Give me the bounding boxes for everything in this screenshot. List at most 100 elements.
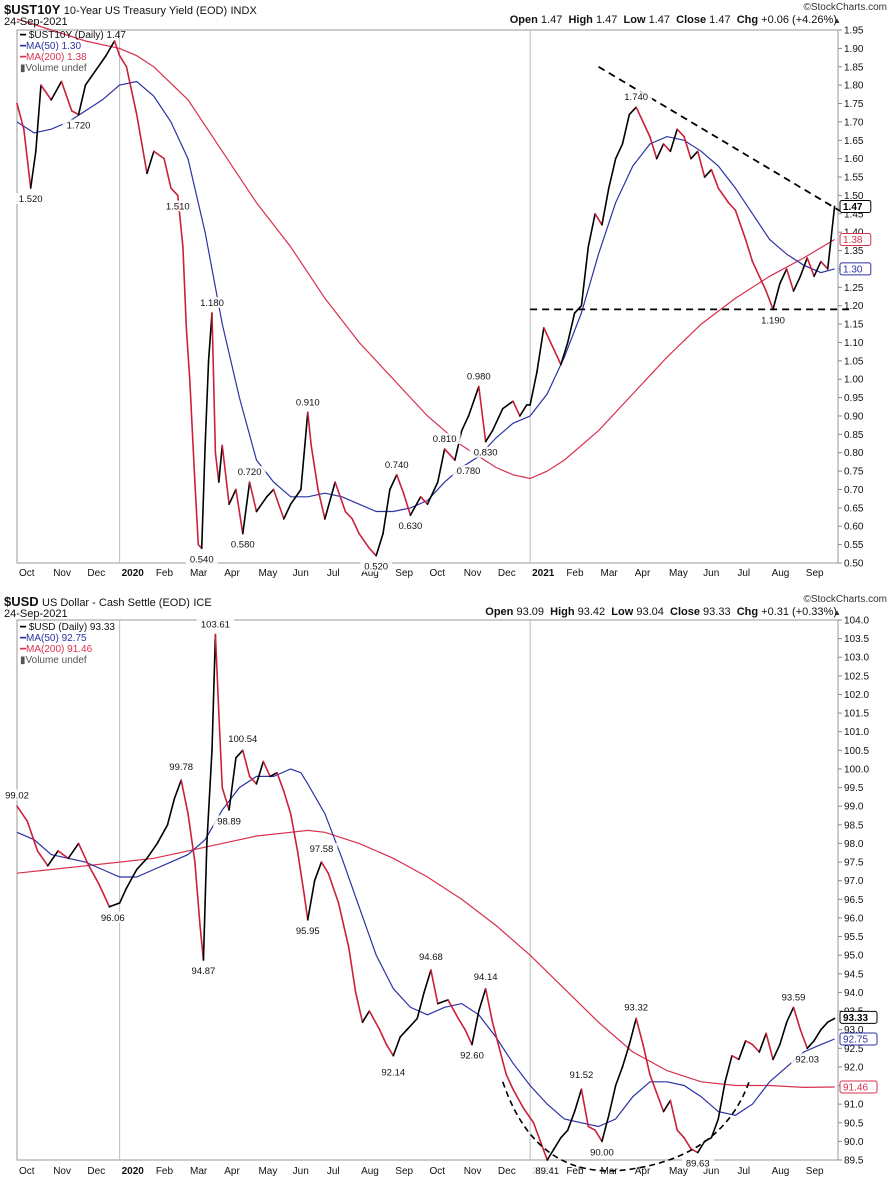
- chart-symbol: $USD: [4, 594, 39, 609]
- price-segment: [635, 1017, 644, 1046]
- price-segment: [727, 201, 737, 211]
- annotation-bg: [469, 446, 502, 458]
- y-tick-label: 93.0: [844, 1025, 864, 1036]
- annotation-label: 0.740: [385, 460, 409, 471]
- price-segment: [135, 113, 148, 175]
- price-segment: [532, 1121, 542, 1143]
- chart-header: $UST10Y 10-Year US Treasury Yield (EOD) …: [4, 2, 257, 17]
- price-segment: [601, 187, 610, 226]
- price-segment: [306, 411, 312, 447]
- price-segment: [303, 894, 309, 921]
- price-segment: [265, 488, 275, 498]
- price-segment: [368, 1010, 381, 1031]
- price-segment: [327, 872, 340, 904]
- annotation-label: 0.520: [364, 562, 388, 573]
- collapse-icon[interactable]: ▲: [833, 16, 841, 25]
- price-segment: [113, 40, 121, 57]
- annotation-bg: [14, 193, 47, 205]
- price-segment: [283, 790, 292, 815]
- value-badge-label: 92.75: [843, 1034, 868, 1045]
- price-segment: [785, 1006, 795, 1024]
- chart-exchange: ICE: [193, 597, 212, 609]
- price-segment: [289, 488, 302, 505]
- price-segment: [478, 987, 487, 1012]
- y-tick-label: 99.5: [844, 783, 864, 794]
- price-segment: [649, 135, 658, 160]
- annotation-bg: [414, 951, 447, 963]
- annotation-label: 93.32: [624, 1003, 648, 1014]
- price-segment: [221, 444, 230, 505]
- y-tick-label: 1.10: [844, 338, 864, 349]
- annotation-label: 0.540: [190, 554, 214, 565]
- price-segment: [218, 712, 224, 789]
- price-segment: [512, 400, 521, 417]
- y-tick-label: 0.65: [844, 503, 864, 514]
- y-tick-label: 102.5: [844, 671, 869, 682]
- annotation-bg: [565, 1068, 598, 1080]
- price-segment: [344, 510, 354, 520]
- y-tick-label: 0.50: [844, 559, 864, 570]
- price-segment: [662, 143, 672, 153]
- brand-watermark: ©StockCharts.com: [803, 2, 887, 13]
- price-segment: [758, 275, 767, 292]
- x-tick-label: 2020: [122, 1166, 145, 1177]
- value-badge: [839, 262, 872, 276]
- price-segment: [125, 868, 138, 889]
- x-tick-label: Apr: [224, 568, 240, 579]
- price-segment: [426, 481, 439, 505]
- price-segment: [276, 771, 285, 793]
- price-segment: [26, 820, 39, 852]
- price-segment: [696, 1140, 706, 1154]
- value-badge: [839, 1032, 878, 1046]
- open-value: 93.09: [516, 606, 544, 618]
- price-segment: [696, 150, 706, 178]
- saucer-arc: [502, 1081, 750, 1172]
- price-segment: [799, 257, 809, 278]
- annotation-label: 1.720: [67, 121, 91, 132]
- price-segment: [573, 1088, 583, 1113]
- price-segment: [751, 1043, 761, 1053]
- treasury-yield-chart: 0.50 0.55 0.60 0.65 0.70 0.75 0.80 0.85 0.90 0.95…: [14, 18, 872, 579]
- price-segment: [16, 805, 29, 822]
- price-segment: [683, 1136, 692, 1150]
- x-tick-label: Sep: [395, 1166, 413, 1177]
- price-segment: [522, 1107, 535, 1124]
- y-tick-label: 0.95: [844, 393, 864, 404]
- x-tick-label: Oct: [19, 568, 35, 579]
- price-segment: [70, 110, 80, 116]
- annotation-label: 0.810: [433, 434, 457, 445]
- price-segment: [792, 1006, 802, 1031]
- annotation-label: 89.63: [686, 1159, 710, 1170]
- value-badge-label: 1.47: [843, 202, 863, 213]
- annotation-label: 1.180: [200, 298, 224, 309]
- annotation-bg: [620, 1001, 653, 1013]
- ma200-line: [16, 829, 835, 1089]
- price-segment: [146, 150, 155, 175]
- price-segment: [317, 488, 326, 520]
- annotation-label: 92.03: [795, 1054, 819, 1065]
- annotation-label: 96.06: [101, 913, 125, 924]
- y-tick-label: 0.55: [844, 540, 864, 551]
- price-segment: [765, 290, 774, 311]
- price-segment: [710, 168, 720, 189]
- collapse-icon[interactable]: ▲: [833, 608, 841, 617]
- price-segment: [57, 850, 70, 860]
- annotation-bg: [196, 618, 235, 630]
- annotation-bg: [223, 732, 262, 744]
- price-segment: [218, 444, 224, 483]
- x-tick-label: 2021: [532, 568, 555, 579]
- annotation-bg: [165, 761, 198, 773]
- x-tick-label: Mar: [601, 1166, 619, 1177]
- price-segment: [23, 128, 32, 189]
- price-segment: [731, 1054, 740, 1061]
- ma50-line: [16, 80, 835, 513]
- price-segment: [228, 756, 237, 811]
- x-tick-label: Aug: [772, 568, 790, 579]
- price-segment: [416, 991, 425, 1020]
- annotation-bg: [291, 924, 324, 936]
- price-segment: [289, 812, 299, 852]
- price-segment: [423, 969, 432, 994]
- price-segment: [118, 887, 128, 904]
- price-segment: [214, 451, 220, 483]
- y-tick-label: 0.85: [844, 430, 864, 441]
